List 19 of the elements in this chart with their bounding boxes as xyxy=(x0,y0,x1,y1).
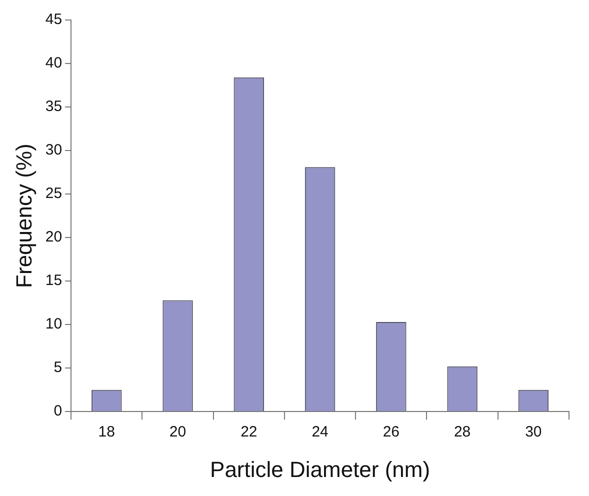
y-tick-label: 30 xyxy=(45,142,62,159)
y-axis-title: Frequency (%) xyxy=(11,144,36,288)
y-tick-label: 20 xyxy=(45,228,62,246)
y-tick-label: 35 xyxy=(45,98,62,116)
y-tick-label: 10 xyxy=(45,316,62,333)
y-tick-label: 40 xyxy=(45,54,62,72)
x-tick-label: 18 xyxy=(98,424,115,441)
x-tick-label: 24 xyxy=(312,424,328,441)
x-axis-title: Particle Diameter (nm) xyxy=(210,456,430,482)
y-tick-label: 15 xyxy=(45,272,62,290)
x-tick-label: 20 xyxy=(169,424,186,441)
y-tick-label: 0 xyxy=(54,402,62,420)
x-tick-label: 22 xyxy=(240,424,258,441)
x-tick-label: 28 xyxy=(454,424,471,441)
y-tick-label: 45 xyxy=(45,11,62,28)
y-tick-label: 25 xyxy=(45,185,62,202)
x-tick-label: 26 xyxy=(382,424,400,441)
x-tick-label: 30 xyxy=(525,424,542,441)
y-tick-label: 5 xyxy=(54,359,62,376)
